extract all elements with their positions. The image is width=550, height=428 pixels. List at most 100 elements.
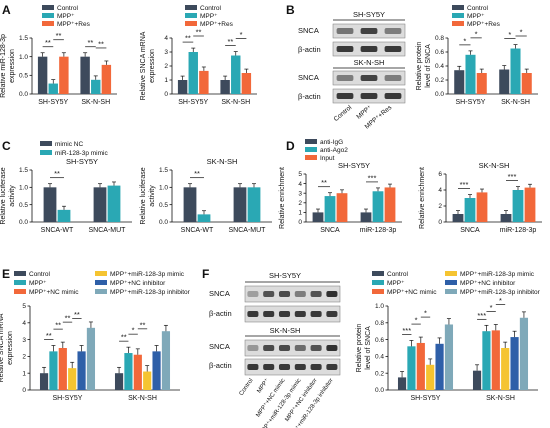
y-tick-label: 1 [298,210,302,217]
bar [476,192,488,222]
y-tick-label: 1.0 [159,185,168,192]
blot-band [384,93,402,99]
x-tick-label: SK-N-SH [81,99,110,106]
legend-swatch [42,5,54,10]
significance-label: * [520,28,523,37]
y-axis-label: activity [149,185,156,207]
significance-label: * [132,326,135,335]
bar [177,80,188,94]
y-axis-label: Relative enrichment [419,167,426,229]
y-tick-label: 0.8 [375,320,384,327]
blot-band [294,311,306,317]
bar [524,187,536,222]
significance-label: *** [368,173,377,182]
y-axis-label: Relative SNCA mRNA [140,31,147,100]
blot-band [263,345,275,351]
y-tick-label: 0.0 [435,91,444,98]
legend-label: MPP⁺+miR-128-3p mimic [460,271,535,278]
y-tick-label: 0.4 [435,63,444,70]
x-tick-label: SH-SY5Y [53,395,83,402]
y-tick-label: 0.4 [375,354,384,361]
legend-swatch [185,21,197,26]
blot-band [384,75,402,81]
significance-label: * [463,36,466,45]
bar [37,56,48,94]
blot-band [384,28,402,34]
bar [312,212,324,222]
legend-swatch [185,13,197,18]
blot-band [294,345,306,351]
blot-band [360,93,378,99]
blot-band [336,93,354,99]
x-tick-label: SNCA [320,227,340,234]
significance-label: *** [460,180,469,189]
y-axis-label: level of SNCA [365,326,372,370]
y-axis-label: Relative enrichment [279,167,286,229]
bar [397,377,407,390]
bar [384,187,396,222]
legend-swatch [40,150,52,155]
bar [465,54,476,94]
legend-swatch [95,280,107,285]
y-tick-label: 1.0 [19,54,28,61]
x-tick-label: SNCA-MUT [229,227,267,234]
blot-band [278,345,291,351]
bar [499,69,510,94]
bar [58,348,67,390]
chart-title: SK-N-SH [479,161,510,170]
x-tick-label: SH-SY5Y [411,395,441,402]
blot-band [310,311,322,317]
y-tick-label: 0 [298,219,302,226]
bar [114,373,124,390]
y-tick-label: 0.6 [375,337,384,344]
blot-band [336,28,354,34]
blot-band [360,46,378,52]
y-axis-label: Relative SNCA mRNA [0,313,5,382]
bar [324,196,336,222]
blot-bands [336,28,402,99]
y-tick-label: 0 [164,91,168,98]
blot-band [247,291,259,297]
blot-band [326,311,338,317]
y-tick-label: 0.8 [435,35,444,42]
significance-label: * [490,303,493,312]
legend-label: MPP⁺ [467,13,485,20]
bar [152,351,161,390]
y-tick-label: 1.5 [159,167,168,174]
significance-label: * [499,296,502,305]
bar [91,79,101,94]
y-axis-label: expression [7,331,14,365]
legend-label: Control [200,5,222,12]
bar [501,348,510,390]
bar [39,373,49,390]
legend-label: MPP⁺+miR-128-3p mimic [110,271,185,278]
legend-label: Control [387,271,409,278]
legend-a1: Control MPP⁺ MPP⁺+Res [42,5,91,28]
blot-band [263,291,275,297]
legend-label: MPP⁺+NC inhibitor [460,280,516,287]
y-axis-label: Relative miR-128-3p [0,34,7,98]
blot-band [360,28,378,34]
y-tick-label: 1 [164,77,168,84]
legend-swatch [452,13,464,18]
bar [426,364,435,390]
x-tick-label: miR-128-3p [500,227,537,234]
x-tick-label: SH-SY5Y [456,99,486,106]
y-tick-label: 0.5 [19,202,28,209]
legend-swatch [372,289,384,294]
legend-d: anti-IgG anti-Ago2 Input [305,139,348,162]
legend-swatch [305,147,317,152]
significance-label: ** [46,331,52,340]
legend-swatch [42,21,54,26]
bar [59,56,69,94]
y-tick-label: 0.0 [375,387,384,394]
bar [231,55,241,94]
y-tick-label: 3 [22,337,26,344]
bar [416,342,425,390]
blot-row-label: β-actin [209,309,232,318]
significance-label: ** [74,310,80,319]
legend-label: miR-128-3p mimic [55,150,108,157]
significance-label: ** [196,28,202,37]
bar [444,324,454,390]
